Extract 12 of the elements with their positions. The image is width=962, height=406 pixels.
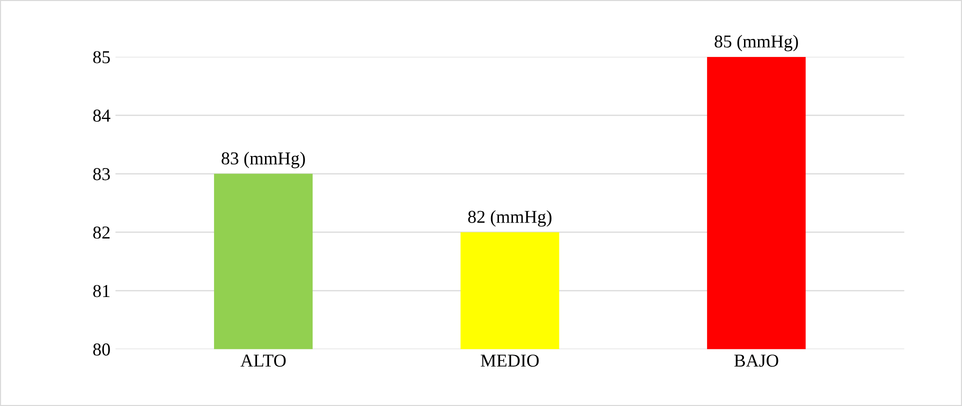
y-tick-label: 81 <box>93 284 110 298</box>
data-label: 83 (mmHg) <box>222 152 305 168</box>
data-label: 85 (mmHg) <box>714 34 798 52</box>
y-tick-label: 80 <box>93 343 110 356</box>
data-label: 82 (mmHg) <box>468 210 552 227</box>
y-tick-label: 82 <box>93 226 110 239</box>
x-tick-label: ALTO <box>240 354 286 367</box>
x-tick-label: MEDIO <box>480 354 539 367</box>
x-tick-label: BAJO <box>734 354 778 367</box>
y-tick-label: 84 <box>93 110 110 122</box>
y-tick-label: 85 <box>93 51 110 64</box>
y-tick-label: 83 <box>93 168 110 180</box>
